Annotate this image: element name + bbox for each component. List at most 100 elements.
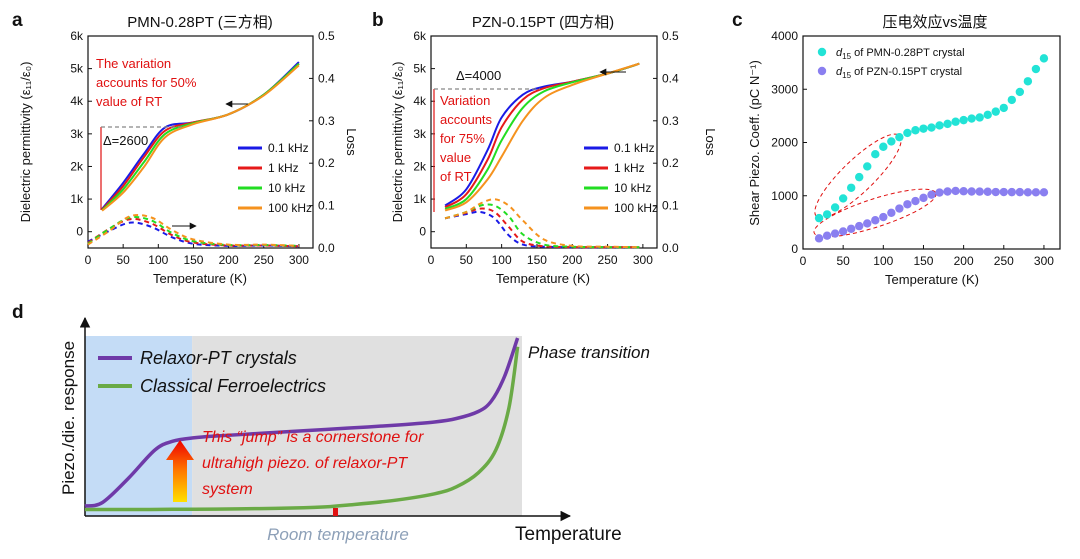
- scatter-point: [903, 128, 912, 138]
- x-tick-label: 0: [85, 253, 92, 267]
- y2-tick-label: 0.4: [318, 71, 335, 85]
- scatter-point: [814, 213, 824, 223]
- y-tick-label: 2000: [771, 136, 798, 150]
- scatter-point: [1007, 95, 1017, 105]
- scatter-point: [919, 193, 928, 203]
- x-tick-label: 200: [562, 253, 582, 267]
- scatter-point: [951, 117, 960, 126]
- scatter-point: [991, 107, 1000, 116]
- legend-label: d15 of PMN-0.28PT crystal: [836, 47, 965, 61]
- panel-c-title: 压电效应vs温度: [882, 13, 987, 31]
- panel-b-xlabel: Temperature (K): [496, 271, 590, 286]
- scatter-point: [967, 187, 976, 196]
- scatter-point: [1015, 87, 1025, 97]
- scatter-point: [846, 224, 856, 233]
- panel-c-ylabel: Shear Piezo. Coeff. (pC N⁻¹): [747, 60, 762, 226]
- panel-b-annotation: Variation accounts for 75% value of RT: [440, 93, 496, 184]
- y-tick-label: 4000: [771, 29, 798, 43]
- scatter-point: [959, 115, 968, 125]
- legend-label: 10 kHz: [268, 181, 305, 195]
- panel-d: d Piezo./die. response Temperature Room …: [12, 302, 650, 545]
- loss-line: [87, 217, 299, 248]
- scatter-point: [943, 119, 952, 129]
- panel-b-y2label: Loss: [703, 128, 718, 156]
- legend-label-classical: Classical Ferroelectrics: [140, 376, 326, 396]
- panel-d-legend: Relaxor-PT crystals Classical Ferroelect…: [98, 348, 326, 396]
- panel-a-legend: 0.1 kHz 1 kHz 10 kHz 100 kHz: [238, 141, 312, 215]
- panel-d-ylabel: Piezo./die. response: [59, 341, 78, 495]
- panel-b-ylabel: Dielectric permittivity (ε₁₁/ε₀): [390, 62, 405, 223]
- x-tick-label: 100: [492, 253, 512, 267]
- annot-line: value of RT: [96, 94, 162, 109]
- scatter-point: [1023, 77, 1033, 86]
- x-tick-label: 50: [116, 253, 130, 267]
- scatter-point: [1039, 54, 1049, 63]
- panel-c-legend: d15 of PMN-0.28PT crystal d15 of PZN-0.15…: [817, 47, 965, 80]
- schematic-curve: [84, 337, 520, 508]
- scatter-point: [975, 187, 984, 196]
- scatter-point: [951, 186, 960, 196]
- y2-tick-label: 0.2: [662, 156, 679, 170]
- x-tick-label: 50: [836, 254, 850, 268]
- y-tick-label: 0: [419, 225, 426, 239]
- loss-line: [87, 213, 299, 247]
- scatter-point: [1031, 188, 1041, 197]
- scatter-point: [983, 110, 992, 120]
- permittivity-line: [444, 62, 640, 212]
- schematic-curve: [85, 346, 520, 512]
- scatter-point: [871, 216, 880, 225]
- panel-d-curves: [84, 337, 520, 512]
- scatter-point: [846, 183, 856, 192]
- panel-a-xlabel: Temperature (K): [153, 271, 247, 286]
- scatter-point: [838, 227, 848, 236]
- y2-tick-label: 0.0: [662, 241, 679, 255]
- annot-line: system: [202, 481, 253, 498]
- legend-label: 0.1 kHz: [614, 141, 655, 155]
- scatter-point: [1007, 187, 1017, 197]
- panel-label-c: c: [732, 10, 743, 31]
- scatter-point: [983, 187, 992, 196]
- scatter-point: [879, 142, 888, 151]
- y2-tick-label: 0.1: [318, 199, 335, 213]
- annot-line: Variation: [440, 93, 490, 108]
- room-temperature-marker: [333, 508, 338, 516]
- panel-c-xlabel: Temperature (K): [885, 272, 979, 287]
- scatter-point: [1023, 188, 1033, 197]
- y-tick-label: 3000: [771, 82, 798, 96]
- y-tick-label: 1k: [413, 192, 427, 206]
- x-tick-label: 150: [913, 254, 933, 268]
- x-tick-label: 200: [219, 253, 239, 267]
- scatter-point: [911, 196, 920, 206]
- scatter-point: [822, 231, 832, 240]
- scatter-point: [855, 172, 864, 182]
- y2-tick-label: 0.5: [662, 29, 679, 43]
- scatter-point: [991, 187, 1000, 197]
- scatter-point: [1039, 188, 1049, 197]
- scatter-point: [999, 103, 1008, 113]
- panel-b-loss-curves: [444, 198, 640, 249]
- panel-b-frame: [430, 35, 658, 249]
- scatter-point: [935, 188, 944, 197]
- scatter-point: [838, 194, 848, 203]
- y-tick-label: 4k: [70, 94, 84, 108]
- panel-b: b PZN-0.15PT (四方相) 0 50 100 150 200 250 300 0 1k…: [372, 10, 718, 286]
- annot-line: ultrahigh piezo. of relaxor-PT: [202, 455, 408, 472]
- panel-c: c 压电效应vs温度 0 50 100 150 200 250 30001000200030…: [732, 10, 1061, 287]
- scatter-point: [1031, 64, 1041, 74]
- legend-label: 100 kHz: [614, 201, 658, 215]
- panel-c-points: [814, 54, 1049, 243]
- x-tick-label: 0: [428, 253, 435, 267]
- scatter-point: [863, 219, 872, 228]
- annot-line: of RT: [440, 169, 472, 184]
- legend-label: 1 kHz: [268, 161, 299, 175]
- loss-line: [444, 210, 640, 249]
- panel-b-title: PZN-0.15PT (四方相): [472, 14, 614, 31]
- legend-marker: [817, 66, 827, 76]
- panel-b-axes: 0 50 100 150 200 250 300 0 1k 2k 3k 4k 5k 6k 0.0 0.1 0.2…: [413, 29, 679, 267]
- panel-a-annotation: The variation accounts for 50% value of …: [96, 56, 200, 109]
- panel-a-loss-curves: [87, 213, 299, 248]
- y-tick-label: 2k: [70, 159, 84, 173]
- x-tick-label: 250: [994, 254, 1014, 268]
